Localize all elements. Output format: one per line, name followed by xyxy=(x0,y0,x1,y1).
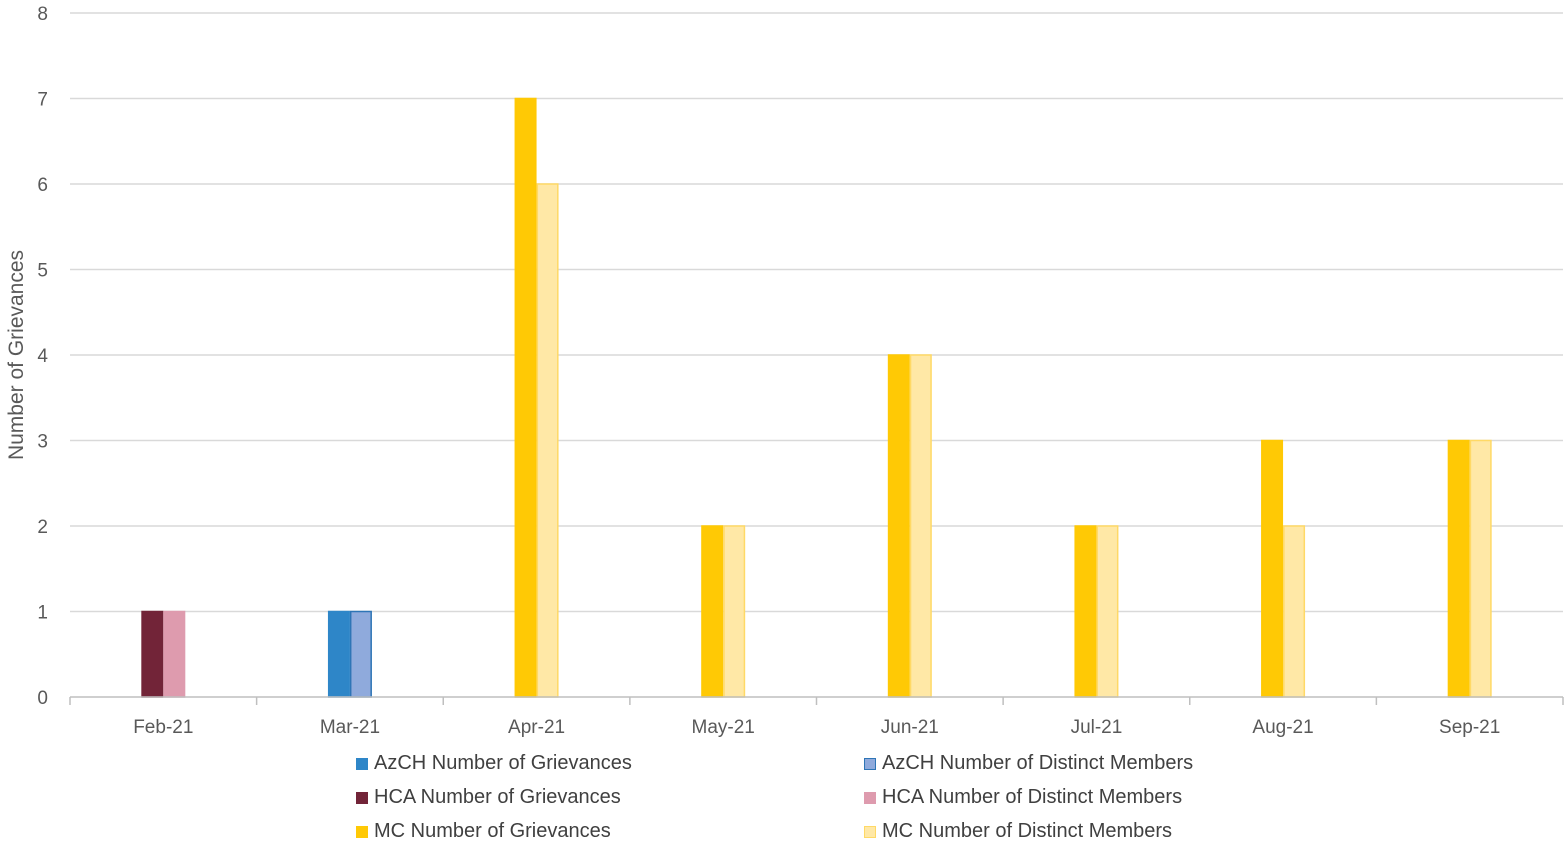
bar-azch-number-of-distinct-members-mar-21 xyxy=(349,610,372,698)
bars xyxy=(141,97,1492,698)
bar-mc-number-of-distinct-members-apr-21 xyxy=(536,183,559,698)
legend-swatch xyxy=(356,791,368,804)
legend-swatch xyxy=(864,757,876,770)
x-tick-label: Jul-21 xyxy=(1071,717,1123,738)
legend-swatch xyxy=(356,757,368,770)
legend-item: MC Number of Grievances xyxy=(356,820,611,843)
y-tick-label: 8 xyxy=(37,4,48,25)
bar-mc-number-of-distinct-members-jul-21 xyxy=(1096,525,1119,698)
y-tick-label: 7 xyxy=(37,90,48,111)
legend-label: HCA Number of Distinct Members xyxy=(882,786,1183,808)
legend-item: MC Number of Distinct Members xyxy=(864,820,1172,843)
legend-label: MC Number of Grievances xyxy=(374,820,611,842)
y-tick-label: 1 xyxy=(37,603,48,624)
x-tick-label: Mar-21 xyxy=(320,717,380,738)
x-axis: Feb-21 Mar-21 Apr-21 May-21 Jun-21 Jul-21 Aug-… xyxy=(69,696,1564,738)
legend-swatch xyxy=(864,791,876,804)
bar-hca-number-of-grievances-feb-21 xyxy=(141,610,164,698)
legend-label: MC Number of Distinct Members xyxy=(882,820,1173,842)
y-tick-label: 4 xyxy=(37,346,48,367)
legend-item: AzCH Number of Distinct Members xyxy=(864,752,1193,775)
x-tick-label: Aug-21 xyxy=(1252,717,1313,738)
bar-mc-number-of-distinct-members-aug-21 xyxy=(1283,525,1306,698)
bar-mc-number-of-distinct-members-jun-21 xyxy=(909,354,932,698)
y-tick-label: 5 xyxy=(37,261,48,282)
grievances-bar-chart: 0 1 2 3 4 5 6 7 8 Number of Grievances Feb-21 Mar… xyxy=(5,4,1564,738)
x-tick-label: Apr-21 xyxy=(508,717,565,738)
legend-item: HCA Number of Grievances xyxy=(356,786,621,809)
x-tick-label: Sep-21 xyxy=(1439,717,1500,738)
y-tick-label: 3 xyxy=(37,432,48,453)
bar-mc-number-of-grievances-jun-21 xyxy=(887,354,910,698)
bar-mc-number-of-grievances-may-21 xyxy=(701,525,724,698)
legend-label: HCA Number of Grievances xyxy=(374,786,621,808)
legend-item: HCA Number of Distinct Members xyxy=(864,786,1182,809)
legend-label: AzCH Number of Distinct Members xyxy=(882,752,1194,774)
y-axis-label: Number of Grievances xyxy=(5,250,28,460)
bar-azch-number-of-grievances-mar-21 xyxy=(327,610,350,698)
bar-hca-number-of-distinct-members-feb-21 xyxy=(163,610,186,698)
bar-mc-number-of-grievances-apr-21 xyxy=(514,97,537,698)
x-tick-label: Feb-21 xyxy=(133,717,193,738)
y-axis-ticks: 0 1 2 3 4 5 6 7 8 xyxy=(37,4,48,709)
x-tick-label: May-21 xyxy=(692,717,755,738)
bar-mc-number-of-grievances-aug-21 xyxy=(1261,439,1284,698)
bar-mc-number-of-grievances-sep-21 xyxy=(1447,439,1470,698)
y-tick-label: 6 xyxy=(37,175,48,196)
y-tick-label: 0 xyxy=(37,688,48,709)
legend-item: AzCH Number of Grievances xyxy=(356,752,632,775)
x-tick-label: Jun-21 xyxy=(881,717,939,738)
gridlines xyxy=(70,12,1563,613)
bar-mc-number-of-grievances-jul-21 xyxy=(1074,525,1097,698)
bar-mc-number-of-distinct-members-sep-21 xyxy=(1469,439,1492,698)
legend-swatch xyxy=(356,825,368,838)
bar-mc-number-of-distinct-members-may-21 xyxy=(723,525,746,698)
chart-legend: AzCH Number of Grievances AzCH Number of … xyxy=(356,752,1356,847)
y-tick-label: 2 xyxy=(37,517,48,538)
legend-swatch xyxy=(864,825,876,838)
legend-label: AzCH Number of Grievances xyxy=(374,752,632,774)
